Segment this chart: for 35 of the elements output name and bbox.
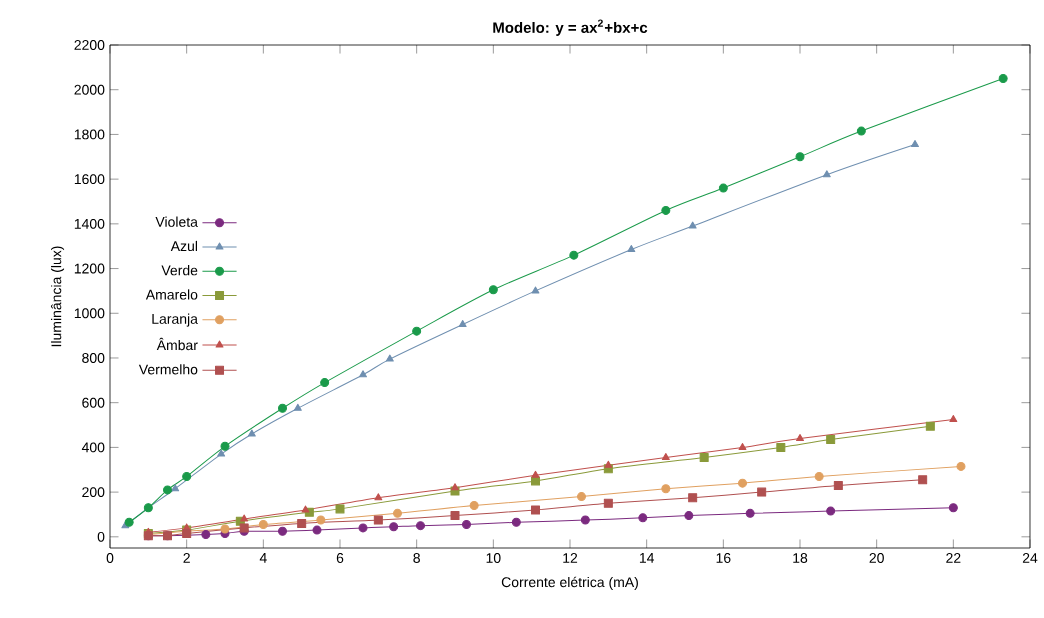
x-tick-label: 16 [716,553,731,563]
x-tick-label: 8 [413,553,420,563]
y-tick-label: 1600 [74,174,105,185]
x-tick-label: 20 [869,553,884,563]
legend-label: Amarelo [145,289,198,300]
x-tick-label: 12 [563,553,578,563]
x-tick-label: 14 [639,553,655,563]
x-tick-label: 6 [336,553,344,563]
y-tick-label: 800 [82,353,105,363]
y-tick-label: 1400 [74,218,105,229]
x-tick-label: 22 [946,553,961,563]
y-tick-label: 400 [81,442,105,453]
x-tick-label: 4 [259,553,267,563]
y-axis-title: Iluminância (lux) [50,246,65,347]
y-tick-label: 0 [97,531,105,542]
x-tick-label: 24 [1022,553,1038,563]
y-tick-label: 200 [82,487,105,498]
x-axis-title: Corrente elétrica (mA) [501,576,638,590]
legend-label: Violeta [155,216,198,227]
x-tick-label: 18 [793,553,808,563]
legend-label: Azul [170,240,198,252]
x-tick-label: 0 [106,553,114,563]
y-tick-label: 1800 [74,129,105,140]
x-tick-label: 10 [486,553,501,563]
y-tick-label: 600 [82,397,105,408]
legend-label: Verde [161,265,198,276]
x-tick-label: 2 [183,553,190,563]
y-tick-label: 1200 [74,263,105,274]
y-tick-label: 2000 [74,84,105,95]
legend-label: Vermelho [138,364,198,375]
legend-label: Laranja [152,313,198,327]
y-tick-label: 2200 [74,40,105,50]
y-tick-label: 1000 [74,308,105,319]
chart-title: Modelo: y = ax$^{2}$+bx+c [493,19,648,36]
legend-label: Âmbar [156,337,198,351]
